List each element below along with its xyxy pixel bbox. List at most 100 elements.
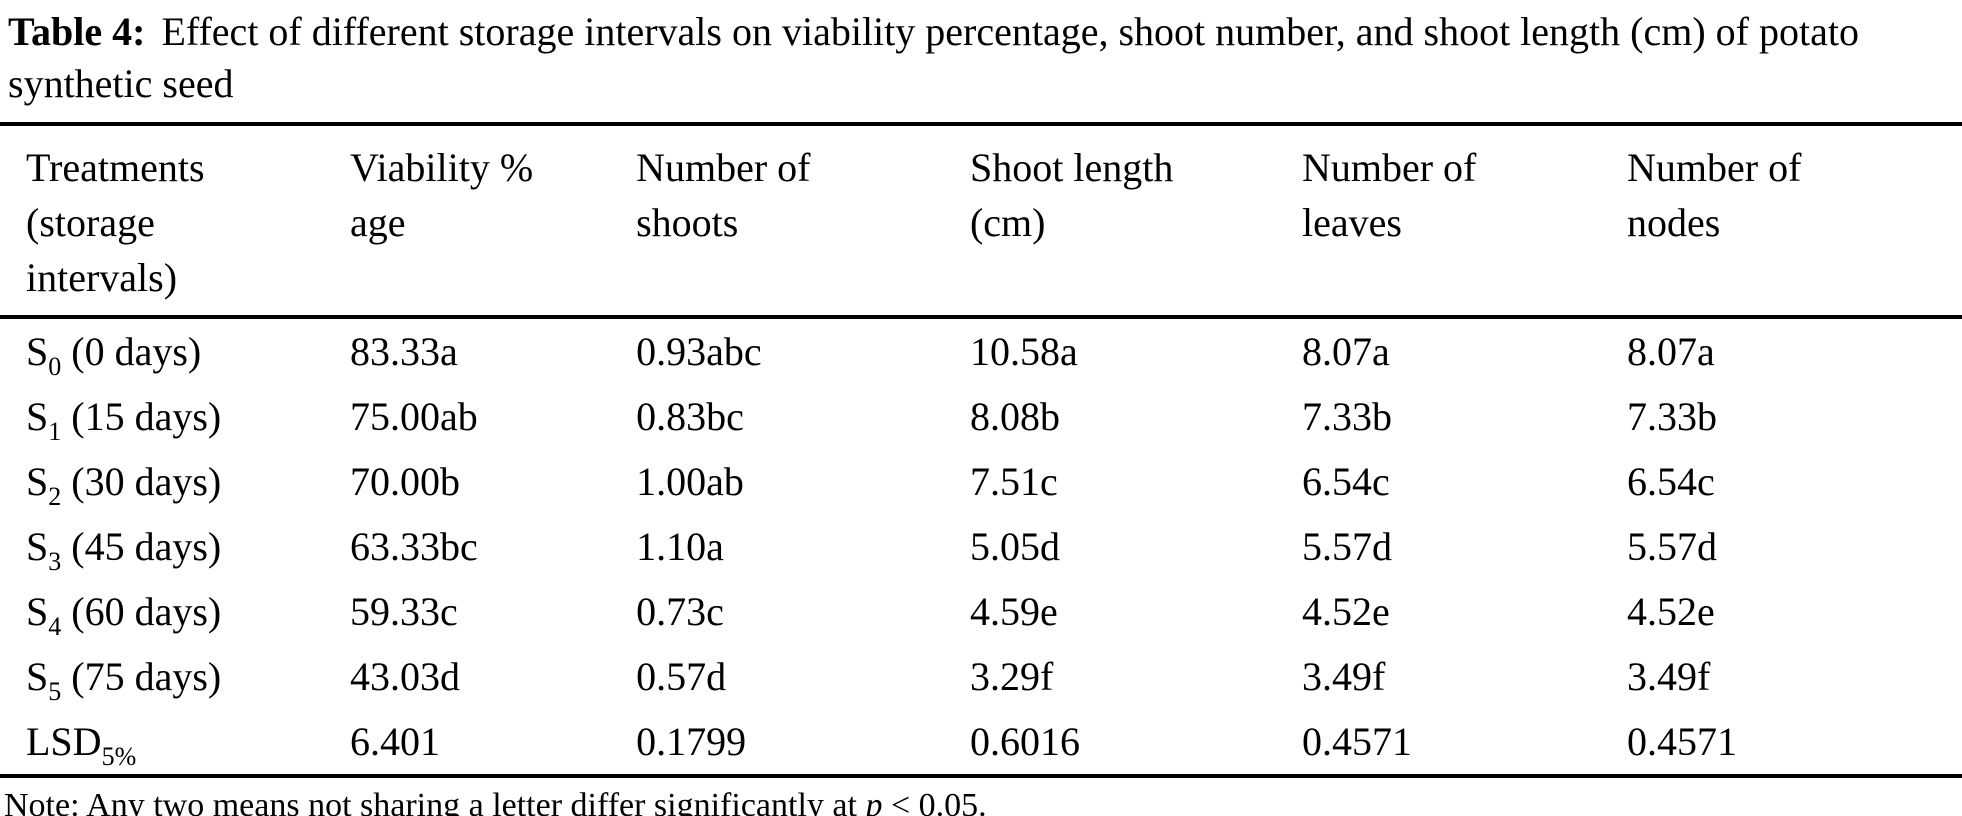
column-header-shoot-number: Number of shoots bbox=[636, 124, 970, 319]
table-cell: 8.07a bbox=[1301, 328, 1390, 374]
table-body: S0 (0 days) 83.33a 0.93abc 10.58a 8.07a 8.07a… bbox=[0, 317, 1962, 778]
row-label: S4 (60 days) bbox=[0, 579, 350, 644]
column-header-line: Treatments bbox=[26, 145, 205, 190]
row-label-subscript: 0 bbox=[48, 351, 62, 381]
row-label-base: S bbox=[26, 588, 49, 634]
footnote-suffix: < 0.05. bbox=[882, 787, 987, 816]
table-cell: 3.49f bbox=[1301, 653, 1386, 699]
table-row: S2 (30 days) 70.00b 1.00ab 7.51c 6.54c 6.54c bbox=[0, 449, 1962, 514]
column-header-treatments: Treatments (storage intervals) bbox=[0, 124, 351, 319]
row-label: S5 (75 days) bbox=[0, 644, 350, 709]
row-label: S3 (45 days) bbox=[0, 514, 350, 579]
row-label-subscript: 4 bbox=[48, 611, 62, 641]
table-cell: 0.4571 bbox=[1301, 709, 1628, 778]
column-header-line: (cm) bbox=[969, 200, 1046, 245]
table-cell: 83.33a bbox=[350, 328, 458, 374]
column-header-line: nodes bbox=[1627, 200, 1721, 245]
row-label: S1 (15 days) bbox=[0, 384, 350, 449]
column-header-line: leaves bbox=[1301, 200, 1402, 245]
row-label-rest: (75 days) bbox=[61, 653, 222, 699]
row-label-rest: (60 days) bbox=[61, 588, 222, 634]
table-cell: 7.33b bbox=[1627, 393, 1718, 439]
table-cell: 6.54c bbox=[1627, 458, 1715, 504]
table-cell: 0.6016 bbox=[969, 709, 1302, 778]
table-cell: 5.57d bbox=[1627, 523, 1718, 569]
column-header-line: intervals) bbox=[26, 255, 178, 300]
table-cell: 8.08b bbox=[969, 393, 1060, 439]
table-cell: 0.57d bbox=[636, 653, 727, 699]
table-cell: 1.10a bbox=[636, 523, 724, 569]
table-cell: 0.1799 bbox=[636, 709, 970, 778]
table-footnote: Note: Any two means not sharing a letter… bbox=[0, 778, 1962, 816]
column-header-viability: Viability % age bbox=[350, 124, 637, 319]
column-header-line: Viability % bbox=[350, 145, 534, 190]
table-row: S4 (60 days) 59.33c 0.73c 4.59e 4.52e 4.52e bbox=[0, 579, 1962, 644]
table-cell: 43.03d bbox=[350, 653, 461, 699]
table-cell: 0.93abc bbox=[636, 328, 762, 374]
footnote-p-symbol: p bbox=[865, 787, 883, 816]
table-row: S0 (0 days) 83.33a 0.93abc 10.58a 8.07a 8.07a bbox=[0, 317, 1962, 384]
table-cell: 0.83bc bbox=[636, 393, 744, 439]
row-label-rest: (15 days) bbox=[61, 393, 222, 439]
row-label-base: S bbox=[26, 523, 49, 569]
table-cell: 5.57d bbox=[1301, 523, 1392, 569]
table-caption-text: Effect of different storage intervals on… bbox=[8, 9, 1859, 106]
row-label-rest: (45 days) bbox=[61, 523, 222, 569]
table-cell: 70.00b bbox=[350, 458, 461, 504]
row-label-subscript: 3 bbox=[48, 546, 62, 576]
table-row: S5 (75 days) 43.03d 0.57d 3.29f 3.49f 3.49f bbox=[0, 644, 1962, 709]
column-header-line: Shoot length bbox=[969, 145, 1174, 190]
column-header-line: Number of bbox=[1301, 145, 1477, 190]
column-header-line: (storage bbox=[26, 200, 155, 245]
table-caption-label: Table 4: bbox=[8, 9, 146, 54]
row-label: S0 (0 days) bbox=[0, 317, 350, 384]
table-cell: 4.59e bbox=[969, 588, 1058, 634]
table-cell: 8.07a bbox=[1627, 328, 1715, 374]
table-cell: 75.00ab bbox=[350, 393, 478, 439]
table-cell: 10.58a bbox=[969, 328, 1078, 374]
row-label-base: S bbox=[26, 328, 49, 374]
row-label: S2 (30 days) bbox=[0, 449, 350, 514]
row-label-base: LSD bbox=[26, 718, 102, 764]
column-header-line: shoots bbox=[636, 200, 739, 245]
results-table: Treatments (storage intervals) Viability % a… bbox=[0, 122, 1962, 778]
row-label-subscript: 5 bbox=[48, 676, 62, 706]
table-cell: 4.52e bbox=[1627, 588, 1715, 634]
table-cell: 59.33c bbox=[350, 588, 458, 634]
column-header-node-number: Number of nodes bbox=[1627, 124, 1962, 319]
column-header-line: age bbox=[350, 200, 406, 245]
table-cell: 7.51c bbox=[969, 458, 1058, 504]
table-row: LSD5% 6.401 0.1799 0.6016 0.4571 0.4571 bbox=[0, 709, 1962, 778]
table-cell: 3.29f bbox=[969, 653, 1054, 699]
header-row: Treatments (storage intervals) Viability % a… bbox=[0, 124, 1962, 319]
table-cell: 63.33bc bbox=[350, 523, 478, 569]
table-cell: 0.4571 bbox=[1627, 709, 1962, 778]
table-cell: 3.49f bbox=[1627, 653, 1711, 699]
row-label-subscript: 5% bbox=[101, 741, 137, 771]
table-cell: 5.05d bbox=[969, 523, 1060, 569]
table-cell: 0.73c bbox=[636, 588, 724, 634]
column-header-leaf-number: Number of leaves bbox=[1301, 124, 1628, 319]
column-header-line: Number of bbox=[1627, 145, 1802, 190]
table-cell: 6.54c bbox=[1301, 458, 1390, 504]
column-header-line: Number of bbox=[636, 145, 811, 190]
table-cell: 4.52e bbox=[1301, 588, 1390, 634]
table-cell: 1.00ab bbox=[636, 458, 744, 504]
table-cell: 6.401 bbox=[350, 709, 637, 778]
table-caption: Table 4: Effect of different storage inte… bbox=[0, 0, 1962, 110]
row-label-base: S bbox=[26, 653, 49, 699]
row-label-subscript: 1 bbox=[48, 416, 62, 446]
table-header: Treatments (storage intervals) Viability % a… bbox=[0, 124, 1962, 319]
row-label-rest: (0 days) bbox=[61, 328, 202, 374]
row-label-base: S bbox=[26, 393, 49, 439]
row-label: LSD5% bbox=[0, 709, 351, 778]
table-row: S3 (45 days) 63.33bc 1.10a 5.05d 5.57d 5.57d bbox=[0, 514, 1962, 579]
row-label-subscript: 2 bbox=[48, 481, 62, 511]
table-cell: 7.33b bbox=[1301, 393, 1392, 439]
footnote-prefix: Note: Any two means not sharing a letter… bbox=[4, 787, 866, 816]
row-label-base: S bbox=[26, 458, 49, 504]
row-label-rest: (30 days) bbox=[61, 458, 222, 504]
table-row: S1 (15 days) 75.00ab 0.83bc 8.08b 7.33b 7.33b bbox=[0, 384, 1962, 449]
column-header-shoot-length: Shoot length (cm) bbox=[969, 124, 1302, 319]
